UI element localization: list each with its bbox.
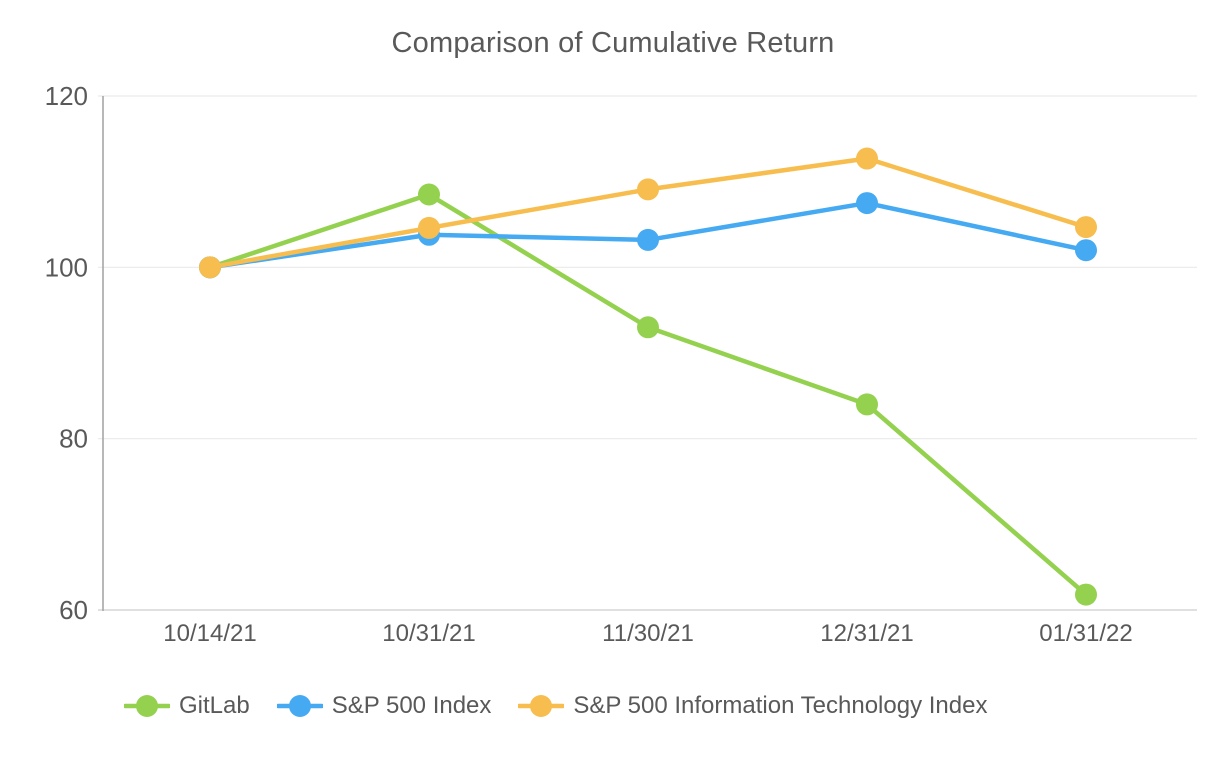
series-point-s-p-500-information-technology-index-3 [856,147,878,170]
legend-dot [136,695,158,717]
y-tick-label: 100 [45,252,88,282]
series-point-gitlab-2 [637,316,659,339]
x-tick-label: 12/31/21 [820,620,913,647]
y-tick-label: 80 [59,424,88,454]
series-point-s-p-500-index-2 [637,228,659,251]
x-tick-label: 10/14/21 [163,620,256,647]
x-tick-label: 11/30/21 [602,620,694,647]
series-point-s-p-500-information-technology-index-0 [199,256,221,279]
series-point-s-p-500-index-4 [1075,239,1097,262]
legend-item-s-p-500-index: S&P 500 Index [276,692,492,720]
legend-item-gitlab: GitLab [124,692,250,720]
legend-dot [530,695,553,717]
chart-title: Comparison of Cumulative Return [391,27,835,59]
y-tick-label: 60 [59,595,88,625]
legend: GitLab S&P 500 Index S&P 500 Information T… [124,684,987,728]
legend-label: S&P 500 Index [331,692,492,719]
y-tick-label: 120 [45,81,88,111]
series-line-s-p-500-information-technology-index [207,156,1089,270]
series-point-gitlab-1 [418,183,440,206]
series-point-s-p-500-information-technology-index-4 [1075,216,1097,239]
series-point-s-p-500-information-technology-index-2 [637,178,659,201]
x-tick-label: 10/31/21 [382,620,475,647]
series-point-gitlab-3 [856,393,878,416]
legend-label: GitLab [179,692,250,719]
x-tick-label: 01/31/22 [1039,620,1132,647]
legend-item-s-p-500-information-technology-index: S&P 500 Information Technology Index [518,692,987,720]
legend-marker-icon-gitlab [124,695,170,717]
series-line-gitlab [207,192,1089,597]
legend-marker-icon-s-p-500-index [276,695,323,717]
series-point-s-p-500-index-3 [856,192,878,215]
legend-marker-icon-s-p-500-information-technology-index [518,695,565,717]
series-point-gitlab-4 [1075,583,1097,606]
legend-dot [288,695,311,717]
legend-label: S&P 500 Information Technology Index [573,692,988,719]
series-point-s-p-500-information-technology-index-1 [418,216,440,239]
